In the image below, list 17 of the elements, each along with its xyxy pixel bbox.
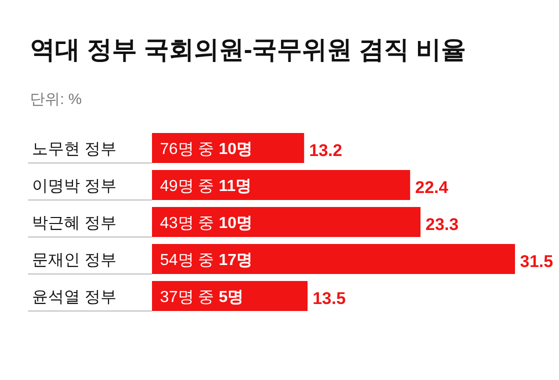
annotation: 37명 중 5명 bbox=[160, 289, 244, 306]
category-label: 윤석열 정부 bbox=[32, 289, 116, 306]
data-label: 23.3 bbox=[426, 215, 459, 234]
subtitle: 단위: % bbox=[30, 91, 82, 108]
annotation: 49명 중 11명 bbox=[160, 178, 252, 195]
category-label: 이명박 정부 bbox=[32, 178, 116, 195]
category-label: 박근혜 정부 bbox=[32, 215, 116, 232]
title: 역대 정부 국회의원-국무위원 겸직 비율 bbox=[30, 36, 466, 64]
category-label: 노무현 정부 bbox=[32, 141, 116, 158]
annotation: 76명 중 10명 bbox=[160, 141, 252, 158]
data-label: 13.5 bbox=[312, 289, 346, 308]
data-label: 22.4 bbox=[415, 178, 448, 197]
annotation: 54명 중 17명 bbox=[160, 252, 252, 269]
category-label: 문재인 정부 bbox=[32, 252, 116, 269]
annotation: 43명 중 10명 bbox=[160, 215, 252, 232]
data-label: 31.5 bbox=[520, 252, 554, 271]
data-label: 13.2 bbox=[309, 141, 342, 160]
